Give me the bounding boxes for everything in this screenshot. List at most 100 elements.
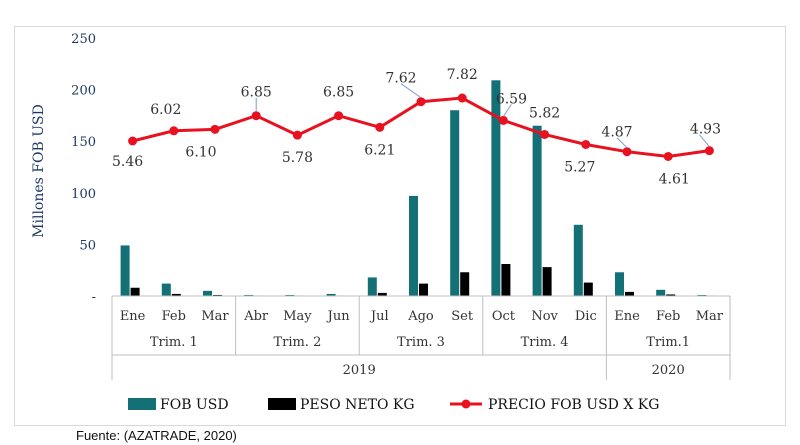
price-data-label: 5.27	[564, 159, 595, 175]
price-data-label: 6.02	[150, 102, 181, 118]
price-point	[375, 122, 385, 132]
y-tick-label: 200	[71, 84, 96, 99]
fob-bar	[573, 224, 583, 296]
x-tick-label: Nov	[531, 309, 558, 324]
price-line-series: 5.46 6.02 6.10 6.85 5.78 6.85 6.21 7.62 7.82 6.59…	[112, 67, 721, 187]
price-data-label: 6.85	[241, 85, 272, 101]
x-tick-label: Feb	[656, 309, 680, 324]
fob-bar	[120, 245, 130, 296]
price-data-label: 7.82	[447, 67, 478, 83]
price-point	[457, 93, 467, 103]
quarter-label: Trim. 2	[273, 335, 321, 350]
x-tick-label: Ene	[120, 309, 146, 324]
price-point	[704, 146, 714, 156]
x-tick-label: Ene	[614, 309, 640, 324]
legend-label-precio: PRECIO FOB USD X KG	[488, 397, 659, 413]
legend: FOB USD PESO NETO KG PRECIO FOB USD X KG	[128, 397, 659, 413]
peso-bar	[542, 267, 552, 296]
fob-bar	[491, 80, 501, 296]
price-point	[581, 139, 591, 149]
x-tick-label: Jun	[326, 309, 351, 324]
x-tick-label: Ago	[407, 309, 434, 324]
peso-bar	[171, 293, 181, 296]
price-data-label: 7.62	[385, 71, 416, 87]
price-data-label: 6.21	[364, 142, 395, 158]
price-point	[128, 136, 138, 146]
price-point	[622, 147, 632, 157]
price-point	[663, 151, 673, 161]
legend-label-fob: FOB USD	[160, 397, 229, 413]
year-label: 2020	[652, 363, 685, 378]
x-tick-label: May	[283, 309, 312, 324]
y-tick-label: 150	[71, 135, 96, 150]
price-point	[334, 111, 344, 121]
peso-bar	[501, 264, 511, 296]
legend-swatch-fob	[128, 398, 156, 410]
label-callout-line	[699, 134, 710, 147]
price-point	[210, 124, 220, 134]
x-tick-label: Jul	[369, 309, 389, 324]
legend-swatch-peso	[268, 398, 296, 410]
source-note: Fuente: (AZATRADE, 2020)	[76, 428, 237, 443]
x-tick-label: Abr	[243, 309, 269, 324]
fob-bar	[656, 289, 666, 296]
fob-bar	[615, 272, 624, 296]
fob-bar	[285, 294, 295, 296]
x-tick-label: Mar	[201, 309, 229, 324]
fob-bar	[532, 125, 542, 296]
y-tick-label: 50	[79, 238, 96, 253]
y-axis-label: Millones FOB USD	[31, 104, 47, 238]
price-data-label: 5.46	[112, 154, 143, 170]
price-point	[540, 129, 550, 139]
y-tick-label: 250	[71, 32, 96, 47]
price-data-label: 4.87	[601, 125, 632, 141]
label-callout-line	[502, 104, 512, 117]
fob-bar	[161, 283, 171, 296]
legend-marker-precio	[461, 399, 471, 409]
peso-bar	[377, 292, 387, 296]
peso-bar	[625, 291, 634, 296]
quarter-label: Trim.1	[646, 335, 690, 350]
fob-bar	[326, 293, 336, 296]
peso-bar	[419, 283, 428, 296]
label-callout-line	[400, 83, 422, 99]
price-point	[416, 97, 426, 107]
bar-series	[120, 80, 717, 297]
price-data-label: 5.78	[282, 150, 313, 166]
quarter-label: Trim. 3	[397, 335, 445, 350]
x-axis: Ene Feb Mar Abr May Jun Jul Ago Set Oct Nov Dic Ene F…	[111, 295, 731, 380]
y-tick-label: 100	[71, 187, 96, 202]
label-callout-line	[616, 137, 628, 149]
price-data-label: 4.61	[659, 171, 690, 187]
fob-bar	[203, 290, 212, 296]
price-data-label: 4.93	[690, 122, 721, 138]
fob-bar	[244, 294, 254, 296]
price-data-label: 5.82	[529, 105, 560, 121]
fob-bar	[450, 110, 460, 297]
quarter-label: Trim. 1	[150, 335, 198, 350]
legend-label-peso: PESO NETO KG	[300, 397, 415, 413]
chart-frame	[14, 26, 786, 426]
price-data-label: 6.10	[185, 144, 216, 160]
price-point	[498, 115, 508, 125]
price-data-label: 6.59	[496, 91, 527, 107]
peso-bar	[583, 282, 593, 296]
price-point	[292, 130, 302, 140]
price-point	[251, 111, 261, 121]
peso-bar	[666, 294, 676, 296]
x-tick-label: Dic	[575, 309, 597, 324]
price-point	[169, 126, 179, 136]
quarter-label: Trim. 4	[521, 335, 569, 350]
fob-bar	[367, 277, 377, 296]
y-tick-label: -	[92, 290, 96, 305]
x-tick-label: Feb	[162, 309, 186, 324]
peso-bar	[130, 287, 140, 296]
peso-bar	[460, 272, 470, 296]
x-tick-label: Oct	[492, 309, 516, 324]
y-axis: - 50 100 150 200 250	[71, 32, 96, 305]
fob-bar	[409, 195, 418, 296]
fob-bar	[697, 294, 707, 296]
x-tick-label: Set	[451, 309, 474, 324]
x-tick-label: Mar	[696, 309, 724, 324]
